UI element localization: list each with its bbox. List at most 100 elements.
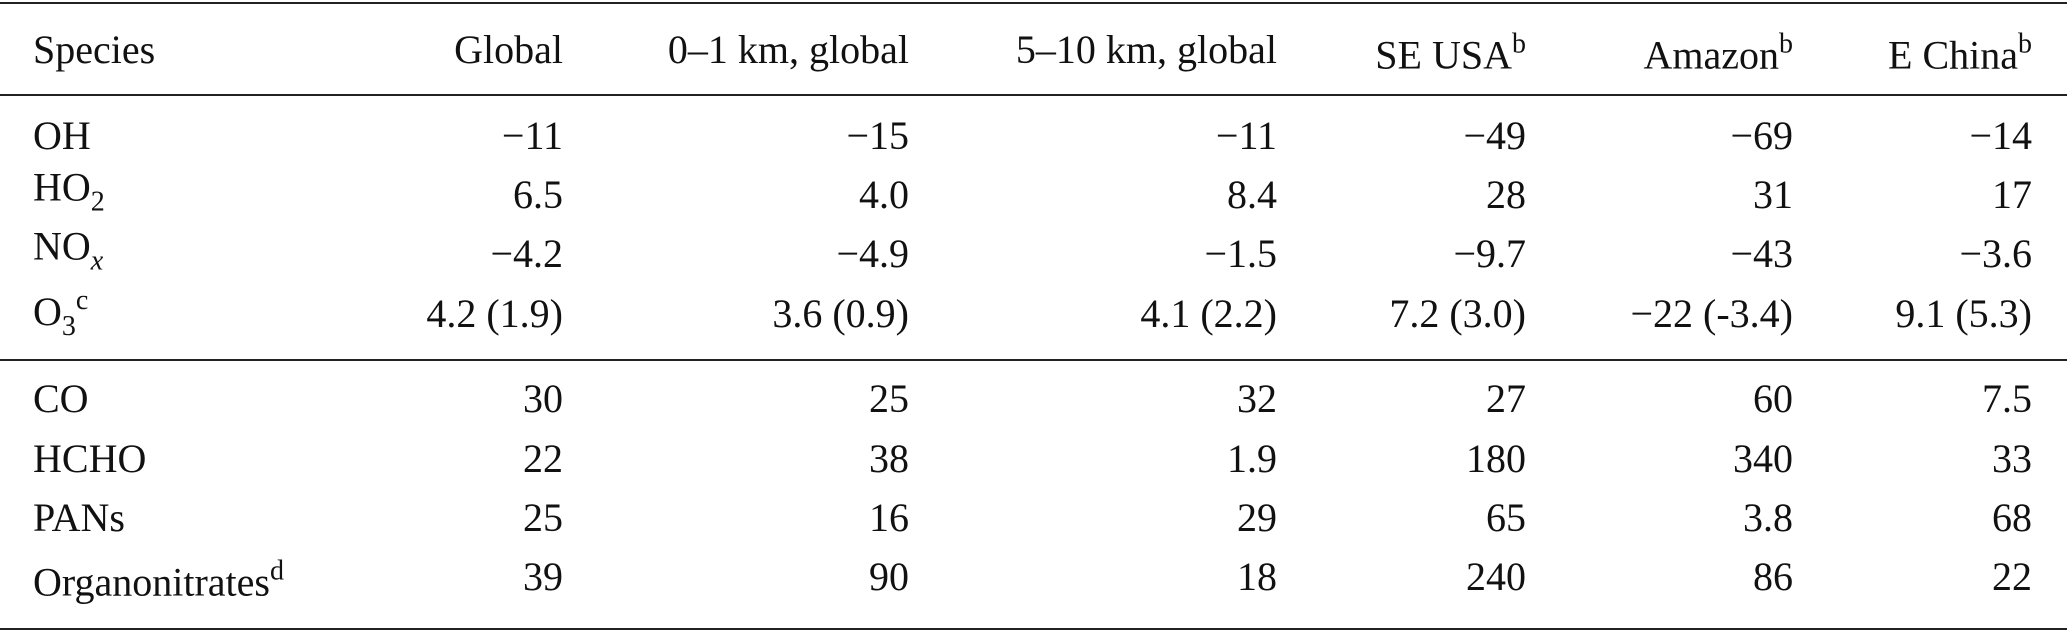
species-cell: HCHO: [33, 435, 146, 483]
value-cell: 16: [869, 494, 909, 542]
value: 340: [1733, 436, 1793, 481]
species-cell: OH: [33, 112, 91, 160]
value-cell: 60: [1753, 375, 1793, 423]
value-cell: 4.1 (2.2): [1140, 290, 1277, 338]
value-cell: 22: [1992, 553, 2032, 601]
species-cell: Organonitratesd: [33, 548, 284, 607]
value: 3.8: [1743, 495, 1793, 540]
value: 240: [1466, 554, 1526, 599]
value: 65: [1486, 495, 1526, 540]
value-cell: 9.1 (5.3): [1895, 290, 2032, 338]
value-cell: 31: [1753, 171, 1793, 219]
subscript: x: [90, 245, 104, 277]
value: −14: [1969, 113, 2032, 158]
species-cell: HO2: [33, 164, 105, 227]
value-cell: 27: [1486, 375, 1526, 423]
header-rule: [0, 94, 2067, 96]
value-cell: 29: [1237, 494, 1277, 542]
value-cell: 340: [1733, 435, 1793, 483]
text: 0–1 km, global: [667, 27, 909, 72]
value-cell: −4.2: [490, 230, 563, 278]
value-cell: 38: [869, 435, 909, 483]
text: Amazon: [1643, 32, 1779, 78]
value-cell: 7.2 (3.0): [1389, 290, 1526, 338]
header-cell: 0–1 km, global: [668, 26, 909, 74]
value-cell: 30: [523, 375, 563, 423]
value: 18: [1237, 554, 1277, 599]
value-cell: 90: [869, 553, 909, 601]
value: −3.6: [1959, 231, 2032, 276]
header-cell: 5–10 km, global: [1016, 26, 1277, 74]
value-cell: 86: [1753, 553, 1793, 601]
text: O: [33, 289, 62, 334]
superscript: b: [2018, 28, 2032, 60]
value-cell: 8.4: [1227, 171, 1277, 219]
value: 29: [1237, 495, 1277, 540]
value: 31: [1753, 172, 1793, 217]
value: −15: [846, 113, 909, 158]
value-cell: −3.6: [1959, 230, 2032, 278]
header-cell: E Chinab: [1888, 21, 2032, 80]
value-cell: 65: [1486, 494, 1526, 542]
value-cell: −11: [502, 112, 563, 160]
bottom-rule: [0, 628, 2067, 630]
superscript: b: [1779, 28, 1793, 60]
text: HO: [33, 164, 91, 210]
value: 68: [1992, 495, 2032, 540]
value: 17: [1992, 172, 2032, 217]
value: −1.5: [1204, 231, 1277, 276]
value: 4.1 (2.2): [1140, 291, 1277, 336]
superscript: d: [269, 555, 284, 587]
value-cell: 17: [1992, 171, 2032, 219]
value: 22: [1992, 554, 2032, 599]
value-cell: −1.5: [1204, 230, 1277, 278]
value: 7.2 (3.0): [1389, 291, 1526, 336]
text: Species: [33, 27, 156, 72]
value: 22: [523, 436, 563, 481]
value: −9.7: [1453, 231, 1526, 276]
value: 86: [1753, 554, 1793, 599]
top-rule: [0, 2, 2067, 4]
subscript: 3: [61, 311, 76, 342]
value-cell: 4.2 (1.9): [426, 290, 563, 338]
value: 28: [1486, 172, 1526, 217]
value-cell: 1.9: [1227, 435, 1277, 483]
header-cell: SE USAb: [1375, 21, 1526, 80]
species-cell: PANs: [33, 494, 125, 542]
text: Global: [454, 27, 563, 72]
value-cell: 180: [1466, 435, 1526, 483]
value-cell: 3.8: [1743, 494, 1793, 542]
value-cell: 3.6 (0.9): [772, 290, 909, 338]
species-cell: O3c: [33, 277, 88, 351]
text: HCHO: [33, 436, 147, 481]
value: 16: [869, 495, 909, 540]
value: 38: [869, 436, 909, 481]
text: PANs: [33, 495, 125, 540]
value: 9.1 (5.3): [1895, 291, 2032, 336]
superscript: b: [1512, 28, 1526, 60]
text: E China: [1888, 32, 2018, 78]
value-cell: −15: [846, 112, 909, 160]
value: 4.0: [859, 172, 909, 217]
value: 4.2 (1.9): [426, 291, 563, 336]
value: 3.6 (0.9): [772, 291, 909, 336]
subscript: 2: [90, 186, 105, 218]
value-cell: −69: [1730, 112, 1793, 160]
text: NO: [33, 223, 91, 269]
value: −11: [1215, 113, 1277, 158]
text: OH: [33, 113, 91, 158]
value: −49: [1463, 113, 1526, 158]
value: −43: [1730, 231, 1793, 276]
species-cell: CO: [33, 375, 89, 423]
value: −4.2: [490, 231, 563, 276]
text: Organonitrates: [33, 559, 270, 605]
value-cell: −4.9: [836, 230, 909, 278]
value-cell: 25: [523, 494, 563, 542]
value: 32: [1237, 376, 1277, 421]
value-cell: 22: [523, 435, 563, 483]
header-cell: Species: [33, 26, 155, 74]
value: 7.5: [1982, 376, 2032, 421]
value: 8.4: [1227, 172, 1277, 217]
text: CO: [33, 376, 89, 421]
